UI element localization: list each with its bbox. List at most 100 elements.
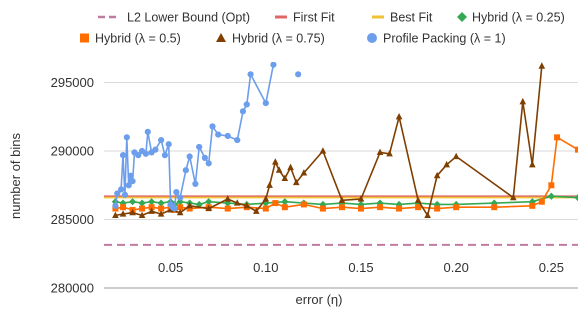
- series-7: [295, 71, 302, 78]
- y-tick-label: 295000: [51, 75, 94, 90]
- data-point-circle: [186, 153, 193, 160]
- data-point-circle: [135, 152, 142, 159]
- x-axis-label: error (η): [296, 292, 343, 307]
- data-point-circle: [270, 62, 277, 68]
- legend-label: Hybrid (λ = 0.25): [472, 11, 565, 25]
- data-point-triangle: [424, 211, 431, 219]
- data-point-triangle: [157, 210, 165, 217]
- data-point-circle: [205, 160, 212, 167]
- data-point-triangle: [319, 147, 327, 154]
- data-point-triangle: [252, 207, 260, 214]
- data-point-circle: [215, 131, 222, 138]
- data-point-square: [319, 205, 326, 212]
- data-point-circle: [209, 123, 216, 130]
- data-point-triangle: [281, 174, 289, 182]
- data-point-circle: [239, 108, 247, 115]
- legend-label: Hybrid (λ = 0.5): [95, 32, 181, 46]
- data-point-circle: [196, 143, 203, 151]
- data-point-triangle: [129, 208, 136, 216]
- data-point-triangle: [529, 160, 536, 168]
- x-tick-label: 0.10: [253, 260, 278, 275]
- data-point-circle: [144, 128, 151, 135]
- data-point-diamond: [433, 200, 441, 209]
- data-point-triangle: [186, 202, 193, 209]
- x-axis-ticks: 0.05 0.10 0.15 0.20 0.25: [158, 260, 564, 275]
- x-tick-label: 0.20: [444, 260, 469, 275]
- data-point-triangle: [414, 196, 422, 203]
- data-point-triangle: [300, 169, 308, 176]
- data-point-square: [186, 205, 193, 212]
- data-point-circle: [171, 205, 178, 212]
- legend-swatch-triangle: [216, 33, 226, 42]
- data-point-circle: [121, 191, 129, 198]
- data-point-square: [575, 146, 578, 153]
- data-point-triangle: [266, 181, 273, 188]
- data-point-square: [434, 205, 441, 212]
- data-point-triangle: [292, 178, 300, 186]
- data-point-square: [538, 198, 545, 205]
- data-point-circle: [112, 202, 119, 209]
- data-point-square: [148, 204, 155, 211]
- y-tick-label: 285000: [51, 212, 94, 227]
- data-point-triangle: [357, 195, 365, 202]
- data-point-circle: [177, 194, 184, 201]
- data-point-circle: [165, 141, 172, 148]
- data-point-circle: [125, 182, 132, 189]
- data-point-circle: [158, 136, 165, 144]
- data-point-triangle: [287, 163, 294, 171]
- data-point-circle: [114, 190, 121, 197]
- data-point-triangle: [262, 195, 270, 202]
- series-6: [112, 62, 277, 212]
- data-point-square: [272, 200, 279, 207]
- data-point-diamond: [281, 198, 289, 206]
- data-point-triangle: [338, 196, 346, 203]
- data-point-square: [453, 204, 460, 211]
- data-point-square: [396, 205, 403, 212]
- data-point-circle: [234, 136, 241, 144]
- data-point-square: [357, 205, 364, 212]
- data-point-triangle: [243, 202, 251, 209]
- y-axis-ticks: 280000 285000 290000 295000: [51, 75, 94, 295]
- data-point-diamond: [205, 198, 213, 206]
- data-point-square: [300, 201, 307, 208]
- y-tick-label: 290000: [51, 144, 94, 159]
- legend-label: Best Fit: [390, 11, 433, 25]
- legend-label: First Fit: [293, 11, 335, 25]
- data-point-square: [491, 204, 498, 211]
- data-point-square: [529, 202, 536, 209]
- data-point-square: [120, 204, 127, 211]
- data-point-circle: [192, 180, 199, 188]
- data-point-diamond: [262, 199, 270, 207]
- data-point-square: [177, 204, 184, 211]
- data-point-circle: [247, 71, 254, 78]
- data-point-triangle: [224, 195, 232, 202]
- series-layer: [104, 62, 578, 246]
- data-point-circle: [201, 154, 208, 161]
- data-point-circle: [161, 152, 169, 159]
- series-line: [114, 64, 275, 210]
- legend-swatch-diamond: [457, 12, 467, 22]
- y-axis-label: number of bins: [8, 133, 23, 219]
- data-point-triangle: [386, 149, 393, 157]
- x-tick-label: 0.05: [158, 260, 183, 275]
- data-point-diamond: [574, 194, 578, 202]
- data-point-diamond: [138, 199, 146, 207]
- data-point-triangle: [443, 160, 450, 168]
- data-point-square: [262, 205, 269, 212]
- legend-swatch-square: [80, 33, 89, 43]
- series-line: [115, 66, 543, 217]
- data-point-circle: [295, 71, 302, 78]
- legend-label: L2 Lower Bound (Opt): [127, 11, 250, 25]
- data-point-triangle: [395, 112, 403, 120]
- data-point-square: [548, 182, 555, 189]
- data-point-triangle: [538, 62, 546, 69]
- gridlines: [104, 82, 578, 289]
- data-point-square: [224, 205, 231, 212]
- x-tick-label: 0.25: [539, 260, 564, 275]
- data-point-circle: [224, 132, 231, 140]
- data-point-circle: [118, 186, 125, 193]
- data-point-circle: [127, 172, 134, 179]
- data-point-square: [139, 205, 146, 212]
- data-point-triangle: [112, 211, 119, 219]
